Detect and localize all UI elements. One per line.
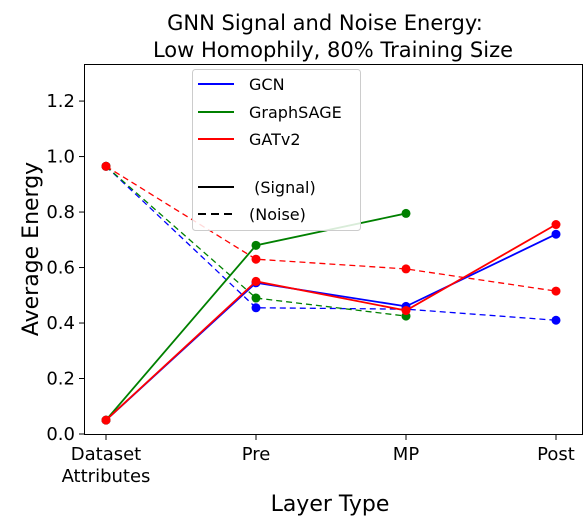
- data-point-gatv2-signal: [551, 220, 561, 230]
- y-tick-label: 0.6: [46, 258, 75, 279]
- y-axis-ticks: 0.0 0.2 0.4 0.6 0.8 1.0 1.2: [46, 91, 85, 445]
- data-point-gatv2-signal: [251, 276, 261, 286]
- legend-label: (Signal): [249, 178, 316, 197]
- series-layer: [101, 161, 561, 425]
- legend-label: GraphSAGE: [249, 103, 342, 122]
- data-point-gatv2-signal: [401, 306, 411, 316]
- data-point-gcn-signal: [551, 229, 561, 239]
- data-point-gcn-noise: [551, 315, 561, 325]
- y-tick-label: 0.8: [46, 202, 75, 223]
- x-tick-label: Post: [537, 444, 575, 465]
- y-tick-label: 1.2: [46, 91, 75, 112]
- series-line-gcn-signal: [105, 233, 557, 421]
- data-point-gcn-noise: [251, 303, 261, 313]
- legend-label: (Noise): [249, 205, 306, 224]
- chart-title-line1: GNN Signal and Noise Energy:: [167, 11, 483, 35]
- x-tick-label: MP: [393, 444, 420, 465]
- data-point-graphsage-noise: [251, 293, 261, 303]
- data-point-gatv2-noise: [551, 286, 561, 296]
- x-axis-ticks: Dataset Attributes Pre MP Post: [62, 434, 575, 487]
- y-tick-label: 1.0: [46, 147, 75, 168]
- x-tick-label: Dataset Attributes: [62, 444, 151, 487]
- y-tick-label: 0.4: [46, 313, 75, 334]
- legend-box: [192, 69, 361, 231]
- series-line-gcn-noise: [105, 165, 557, 321]
- data-point-gatv2-signal: [101, 415, 111, 425]
- chart-title-line2: Low Homophily, 80% Training Size: [153, 38, 513, 62]
- y-tick-label: 0.2: [46, 369, 75, 390]
- series-line-gatv2-signal: [105, 223, 557, 421]
- data-point-gatv2-noise: [401, 264, 411, 274]
- x-axis-label: Layer Type: [271, 492, 390, 517]
- legend-label: GCN: [249, 75, 285, 94]
- y-axis-label: Average Energy: [19, 162, 44, 336]
- plot-frame: [84, 64, 583, 435]
- series-line-gatv2-noise: [105, 165, 557, 292]
- x-tick-label: Pre: [242, 444, 271, 465]
- data-point-graphsage-signal: [401, 208, 411, 218]
- data-point-gatv2-noise: [101, 161, 111, 171]
- legend-label: GATv2: [249, 130, 301, 149]
- y-tick-label: 0.0: [46, 424, 75, 445]
- series-line-graphsage-noise: [105, 165, 407, 317]
- chart-legend: GCN GraphSAGE GATv2 (Signal) (Noise): [192, 69, 361, 231]
- data-point-graphsage-signal: [251, 240, 261, 250]
- data-point-gatv2-noise: [251, 254, 261, 264]
